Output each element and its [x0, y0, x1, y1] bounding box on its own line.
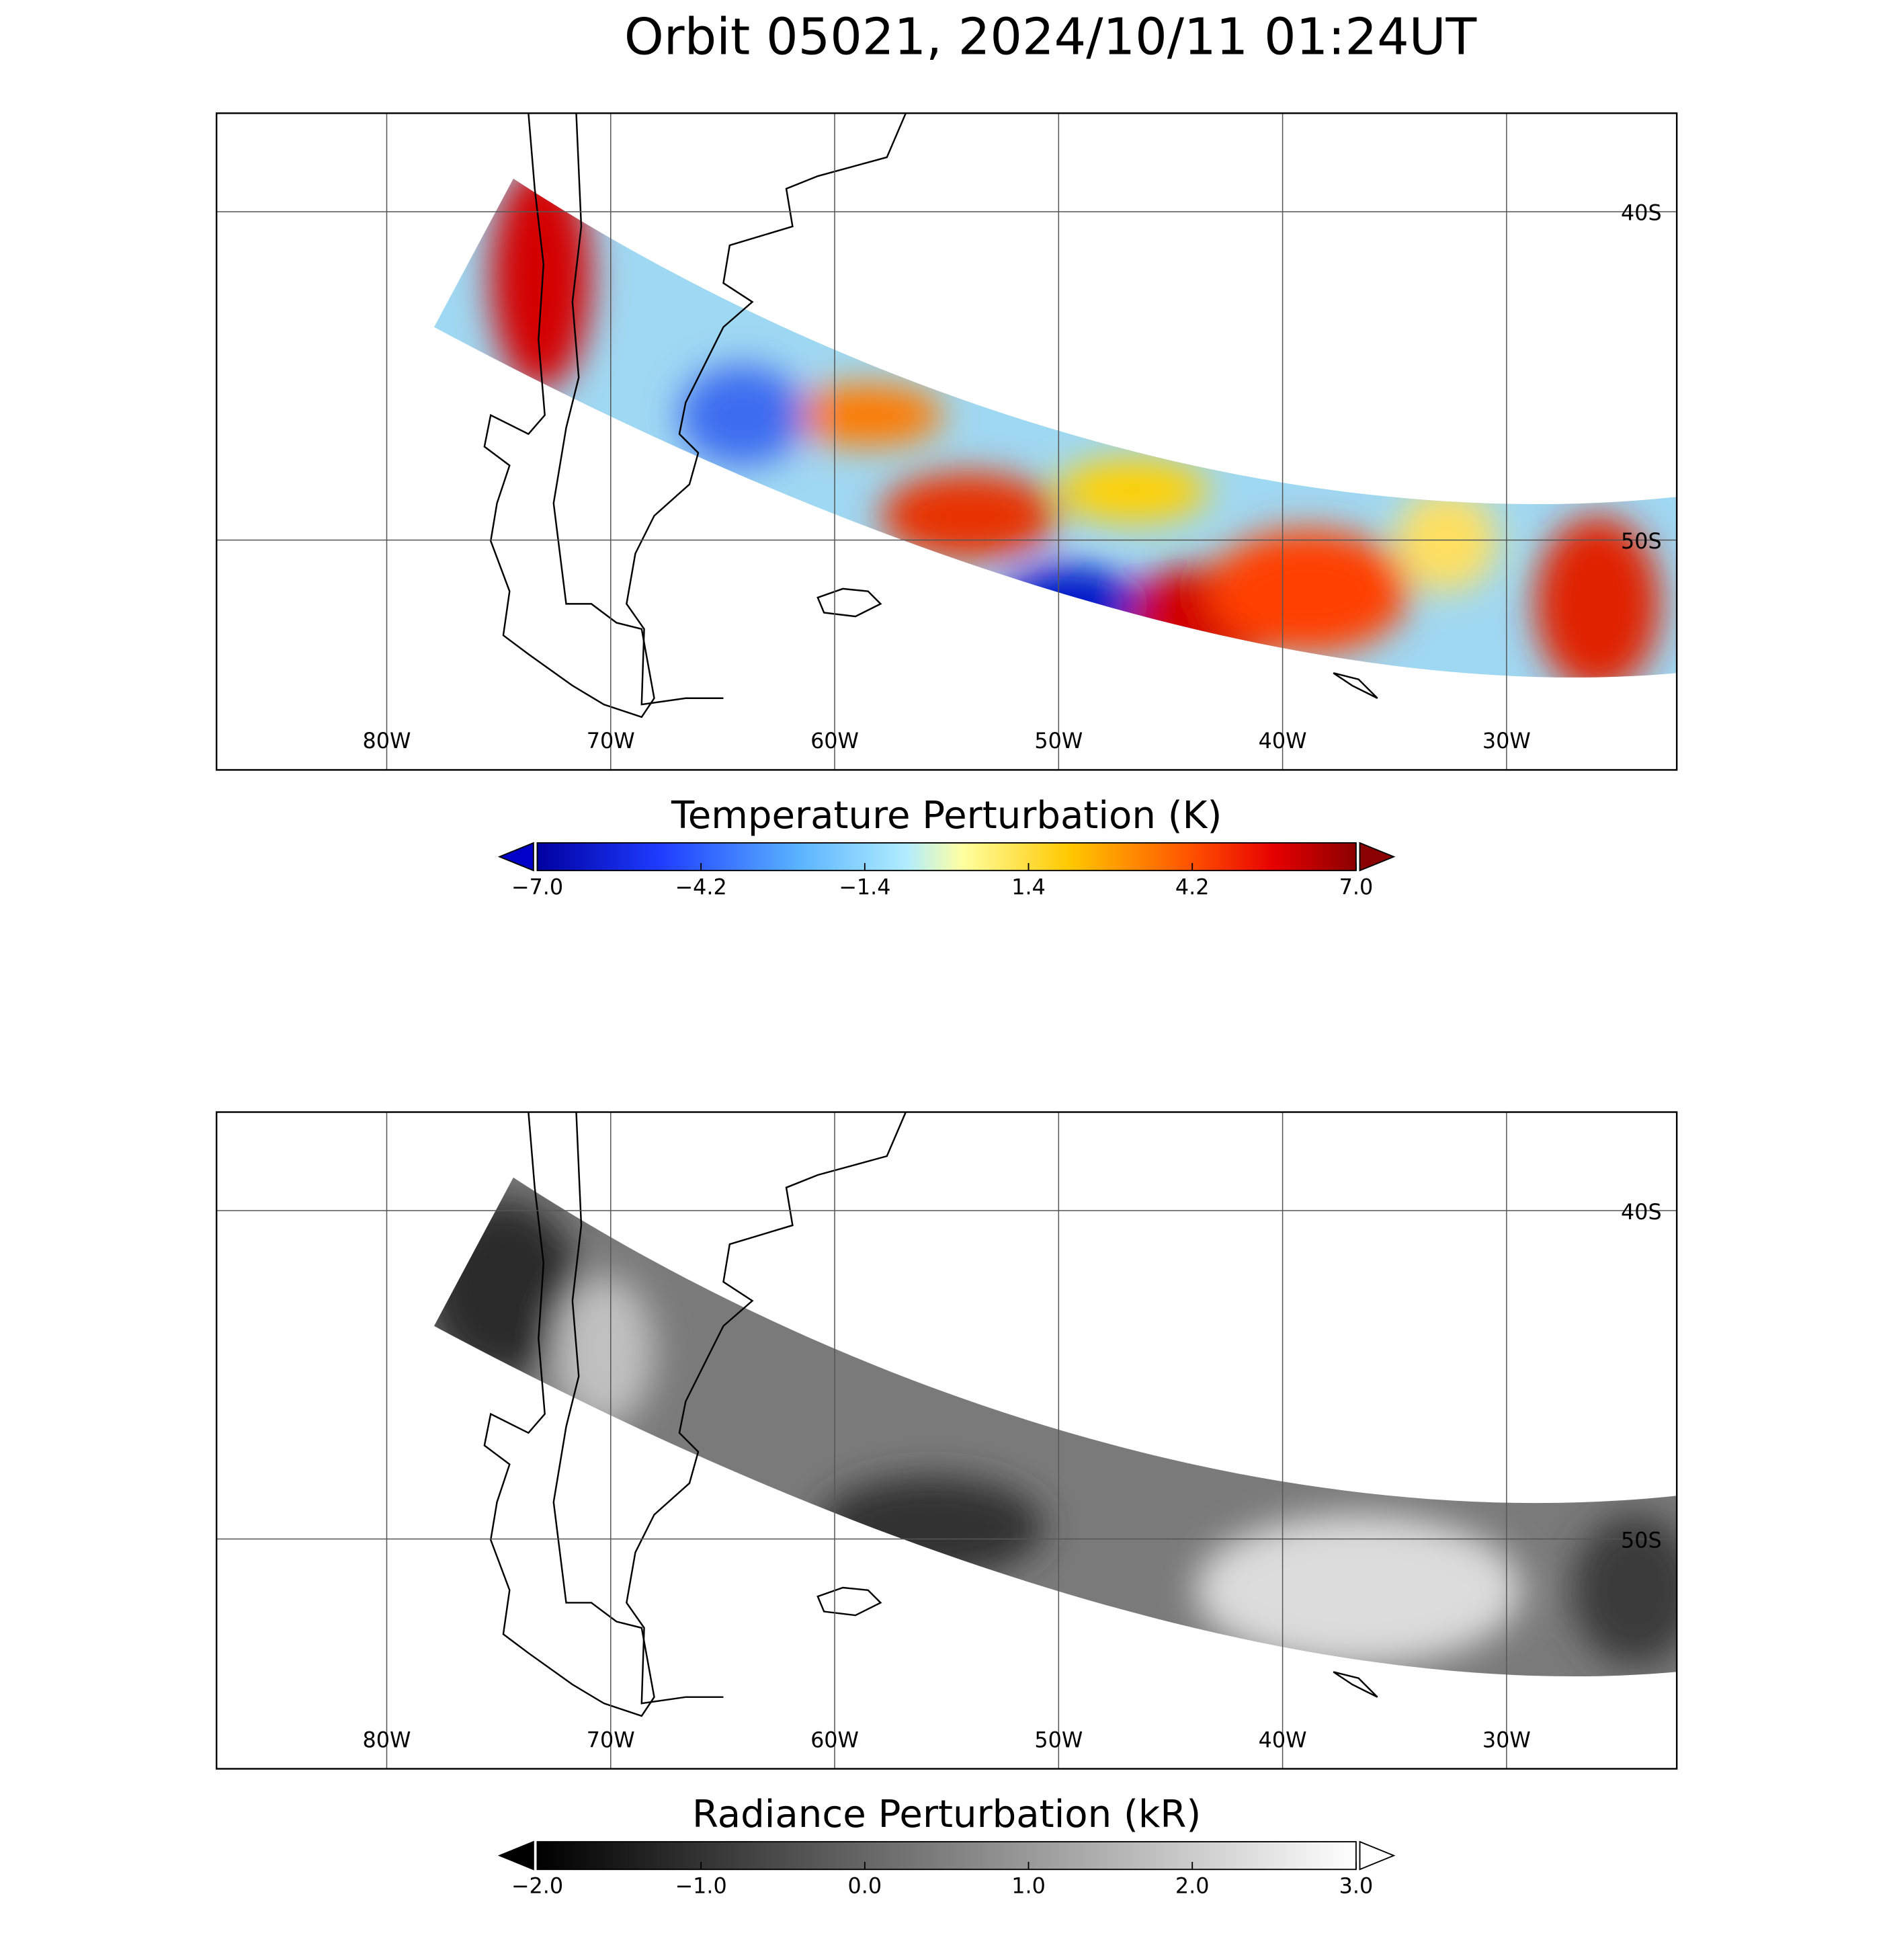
colorbar-extend [497, 1840, 534, 1871]
colorbar-tick-label: 0.0 [848, 1873, 882, 1898]
x-tick-label: 60W [810, 728, 859, 753]
colorbar-tick-label: 1.4 [1011, 874, 1046, 899]
colorbar-tick-label: −1.0 [675, 1873, 727, 1898]
x-tick-label: 70W [587, 1727, 635, 1752]
x-tick-label: 30W [1482, 1727, 1531, 1752]
colorbar-extend [1359, 1840, 1396, 1871]
x-tick-label: 50W [1034, 728, 1083, 753]
colorbar [536, 842, 1357, 872]
y-tick-label: 50S [1621, 528, 1662, 554]
panel-2-image [433, 1177, 1677, 1676]
y-tick-label: 50S [1621, 1527, 1662, 1553]
x-tick-label: 40W [1259, 728, 1307, 753]
x-tick-label: 30W [1482, 728, 1531, 753]
chart-title: Orbit 05021, 2024/10/11 01:24UT [624, 7, 1477, 66]
colorbar-tick-label: −1.4 [839, 874, 890, 899]
map-frame [215, 1111, 1678, 1770]
colorbar-tick-label: −7.0 [511, 874, 563, 899]
colorbar-tick-label: 4.2 [1175, 874, 1210, 899]
y-tick-label: 40S [1621, 1199, 1662, 1225]
x-tick-label: 50W [1034, 1727, 1083, 1752]
colorbar-tick-label: −4.2 [675, 874, 727, 899]
colorbar-label: Temperature Perturbation (K) [671, 794, 1222, 838]
colorbar-extend [497, 842, 534, 872]
panel-1-image [433, 178, 1677, 678]
x-tick-label: 60W [810, 1727, 859, 1752]
y-tick-label: 40S [1621, 200, 1662, 226]
colorbar [536, 1841, 1357, 1871]
x-tick-label: 80W [363, 728, 411, 753]
x-tick-label: 40W [1259, 1727, 1307, 1752]
colorbar-tick-label: 3.0 [1339, 1873, 1374, 1898]
colorbar-tick-label: −2.0 [511, 1873, 563, 1898]
map-frame [215, 112, 1678, 771]
colorbar-tick-label: 1.0 [1011, 1873, 1046, 1898]
colorbar-extend [1359, 842, 1396, 872]
colorbar-tick-label: 7.0 [1339, 874, 1374, 899]
colorbar-label: Radiance Perturbation (kR) [692, 1793, 1201, 1836]
colorbar-tick-label: 2.0 [1175, 1873, 1210, 1898]
x-tick-label: 70W [587, 728, 635, 753]
x-tick-label: 80W [363, 1727, 411, 1752]
